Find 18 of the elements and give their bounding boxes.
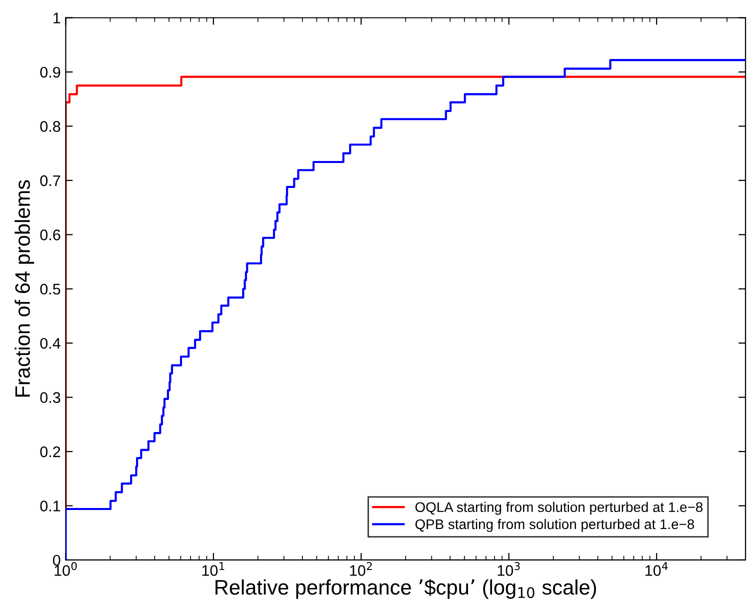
y-tick-label: 1: [54, 12, 60, 24]
x-tick-label: 10$^{1}$: [202, 562, 224, 576]
y-tick-label: 0.9: [40, 66, 60, 78]
x-tick-label: 10$^{4}$: [646, 562, 668, 576]
y-tick-label: 0.6: [40, 230, 60, 240]
y-tick-label: 0.5: [40, 284, 60, 295]
x-tick-label: 10$^{3}$: [498, 562, 520, 576]
x-tick-label: 10$^{2}$: [350, 562, 372, 576]
y-tick-label: 0.1: [40, 500, 60, 512]
legend-label: QPB starting from solution perturbed at 1.e−8: [415, 518, 694, 532]
y-tick-label: 0.8: [40, 121, 60, 132]
y-tick-label: 0.2: [40, 446, 60, 458]
legend-label: OQLA starting from solution perturbed at 1.e−8: [415, 502, 703, 515]
y-tick-label: 0.3: [40, 392, 60, 403]
y-axis-title: Fraction of 64 problems: [14, 180, 34, 397]
y-tick-label: 0.4: [40, 338, 60, 349]
y-tick-label: 0.7: [40, 175, 60, 186]
x-axis-title: Relative performance ’$cpu’ (log$_{10}$ scale): [216, 579, 596, 599]
